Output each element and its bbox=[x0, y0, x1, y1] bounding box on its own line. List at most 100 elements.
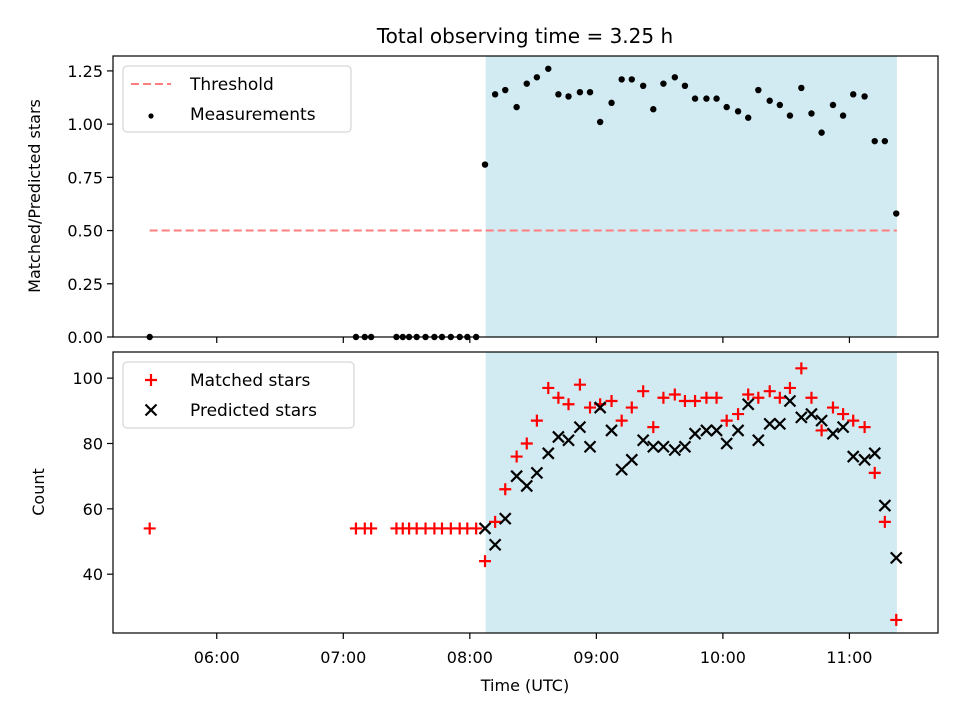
data-point-predicted bbox=[720, 437, 733, 450]
y-tick-label: 1.00 bbox=[67, 115, 103, 134]
data-point-measurement bbox=[786, 112, 794, 119]
data-point-measurement bbox=[755, 86, 762, 94]
data-point-matched bbox=[732, 408, 745, 421]
data-point-measurement bbox=[776, 101, 784, 109]
data-point-predicted bbox=[573, 420, 587, 434]
data-point-predicted bbox=[605, 424, 618, 437]
data-point-matched bbox=[773, 391, 786, 404]
legend-label: Matched stars bbox=[190, 371, 310, 391]
data-point-predicted bbox=[700, 424, 713, 437]
data-point-matched bbox=[805, 391, 818, 404]
data-point-predicted bbox=[530, 466, 544, 480]
x-tick-label: 11:00 bbox=[826, 648, 872, 667]
data-point-matched bbox=[499, 483, 512, 496]
data-point-measurement bbox=[734, 108, 742, 115]
y-tick-label: 80 bbox=[83, 434, 103, 453]
data-point-predicted bbox=[478, 522, 492, 535]
bottom-y-axis-label: Count bbox=[29, 468, 48, 516]
data-point-matched bbox=[510, 450, 523, 463]
legend-measurement-marker bbox=[148, 113, 154, 119]
legend-label: Predicted stars bbox=[190, 401, 317, 421]
x-tick-label: 07:00 bbox=[320, 648, 366, 667]
data-point-matched bbox=[868, 466, 881, 479]
data-point-matched bbox=[783, 381, 796, 394]
data-point-measurement bbox=[660, 80, 667, 87]
data-point-measurement bbox=[871, 137, 878, 145]
data-point-matched bbox=[752, 391, 765, 404]
data-point-predicted bbox=[510, 469, 523, 483]
data-point-matched bbox=[763, 385, 776, 398]
data-point-predicted bbox=[741, 398, 755, 411]
legend-box bbox=[122, 361, 355, 429]
data-point-matched bbox=[542, 381, 555, 394]
data-point-matched bbox=[837, 408, 850, 421]
legend-box bbox=[122, 65, 352, 133]
y-tick-label: 0.00 bbox=[67, 328, 103, 347]
data-point-measurement bbox=[481, 161, 489, 168]
data-point-measurement bbox=[545, 65, 552, 72]
data-point-measurement bbox=[766, 97, 773, 104]
axes-frame bbox=[112, 55, 939, 338]
legend-label: Threshold bbox=[189, 75, 274, 95]
y-tick-label: 100 bbox=[72, 369, 103, 388]
data-point-predicted bbox=[763, 417, 776, 431]
data-point-predicted bbox=[846, 450, 860, 463]
data-point-predicted bbox=[593, 401, 607, 414]
chart-title: Total observing time = 3.25 h bbox=[376, 24, 673, 48]
x-tick-label: 09:00 bbox=[573, 648, 619, 667]
data-point-matched bbox=[552, 391, 565, 404]
data-point-predicted bbox=[878, 499, 892, 512]
data-point-measurement bbox=[502, 86, 509, 94]
data-point-measurement bbox=[491, 91, 499, 98]
data-point-measurement bbox=[861, 93, 868, 100]
data-point-matched bbox=[678, 395, 691, 408]
data-point-measurement bbox=[533, 74, 541, 81]
data-point-matched bbox=[742, 388, 755, 401]
x-tick-label: 10:00 bbox=[700, 648, 746, 667]
data-point-measurement bbox=[893, 210, 900, 217]
data-point-measurement bbox=[703, 95, 710, 102]
x-tick-label: 08:00 bbox=[447, 648, 493, 667]
data-point-predicted bbox=[552, 430, 565, 444]
data-point-matched bbox=[720, 414, 733, 427]
x-tick-label: 06:00 bbox=[194, 648, 240, 667]
shaded-observing-window bbox=[485, 352, 897, 633]
legend-label: Measurements bbox=[190, 105, 316, 125]
data-point-measurement bbox=[639, 82, 647, 90]
top-y-axis-label: Matched/Predicted stars bbox=[25, 99, 44, 293]
y-tick-label: 60 bbox=[83, 500, 103, 519]
y-tick-label: 0.75 bbox=[67, 168, 103, 187]
data-point-measurement bbox=[723, 103, 730, 111]
shaded-observing-window bbox=[485, 56, 897, 337]
data-point-predicted bbox=[773, 417, 787, 431]
data-point-measurement bbox=[829, 101, 837, 109]
data-point-matched bbox=[143, 522, 156, 535]
data-point-predicted bbox=[710, 424, 723, 437]
data-point-measurement bbox=[850, 91, 857, 98]
bottom-panel: Time (UTC) Count 40 60 80 100 06:00 07:00 08:0… bbox=[29, 351, 939, 695]
data-point-predicted bbox=[731, 424, 745, 437]
data-point-predicted bbox=[636, 433, 650, 447]
data-point-measurement bbox=[798, 84, 805, 92]
y-tick-label: 0.50 bbox=[67, 222, 103, 241]
y-tick-label: 1.25 bbox=[67, 62, 103, 81]
data-point-matched bbox=[520, 437, 533, 450]
data-point-matched bbox=[847, 414, 860, 427]
data-point-measurement bbox=[881, 137, 889, 145]
data-point-matched bbox=[878, 515, 891, 528]
data-point-measurement bbox=[808, 110, 815, 117]
data-point-measurement bbox=[628, 76, 635, 83]
y-tick-label: 0.25 bbox=[67, 275, 103, 294]
data-point-matched bbox=[668, 388, 681, 401]
data-point-predicted bbox=[836, 420, 850, 434]
data-point-predicted bbox=[688, 427, 702, 440]
data-point-measurement bbox=[586, 88, 594, 96]
data-point-measurement bbox=[618, 76, 625, 83]
data-point-predicted bbox=[498, 512, 512, 525]
data-point-predicted bbox=[783, 394, 797, 408]
data-point-predicted bbox=[562, 433, 575, 447]
data-point-matched bbox=[826, 401, 839, 414]
data-point-predicted bbox=[668, 443, 682, 457]
data-point-matched bbox=[615, 414, 628, 427]
